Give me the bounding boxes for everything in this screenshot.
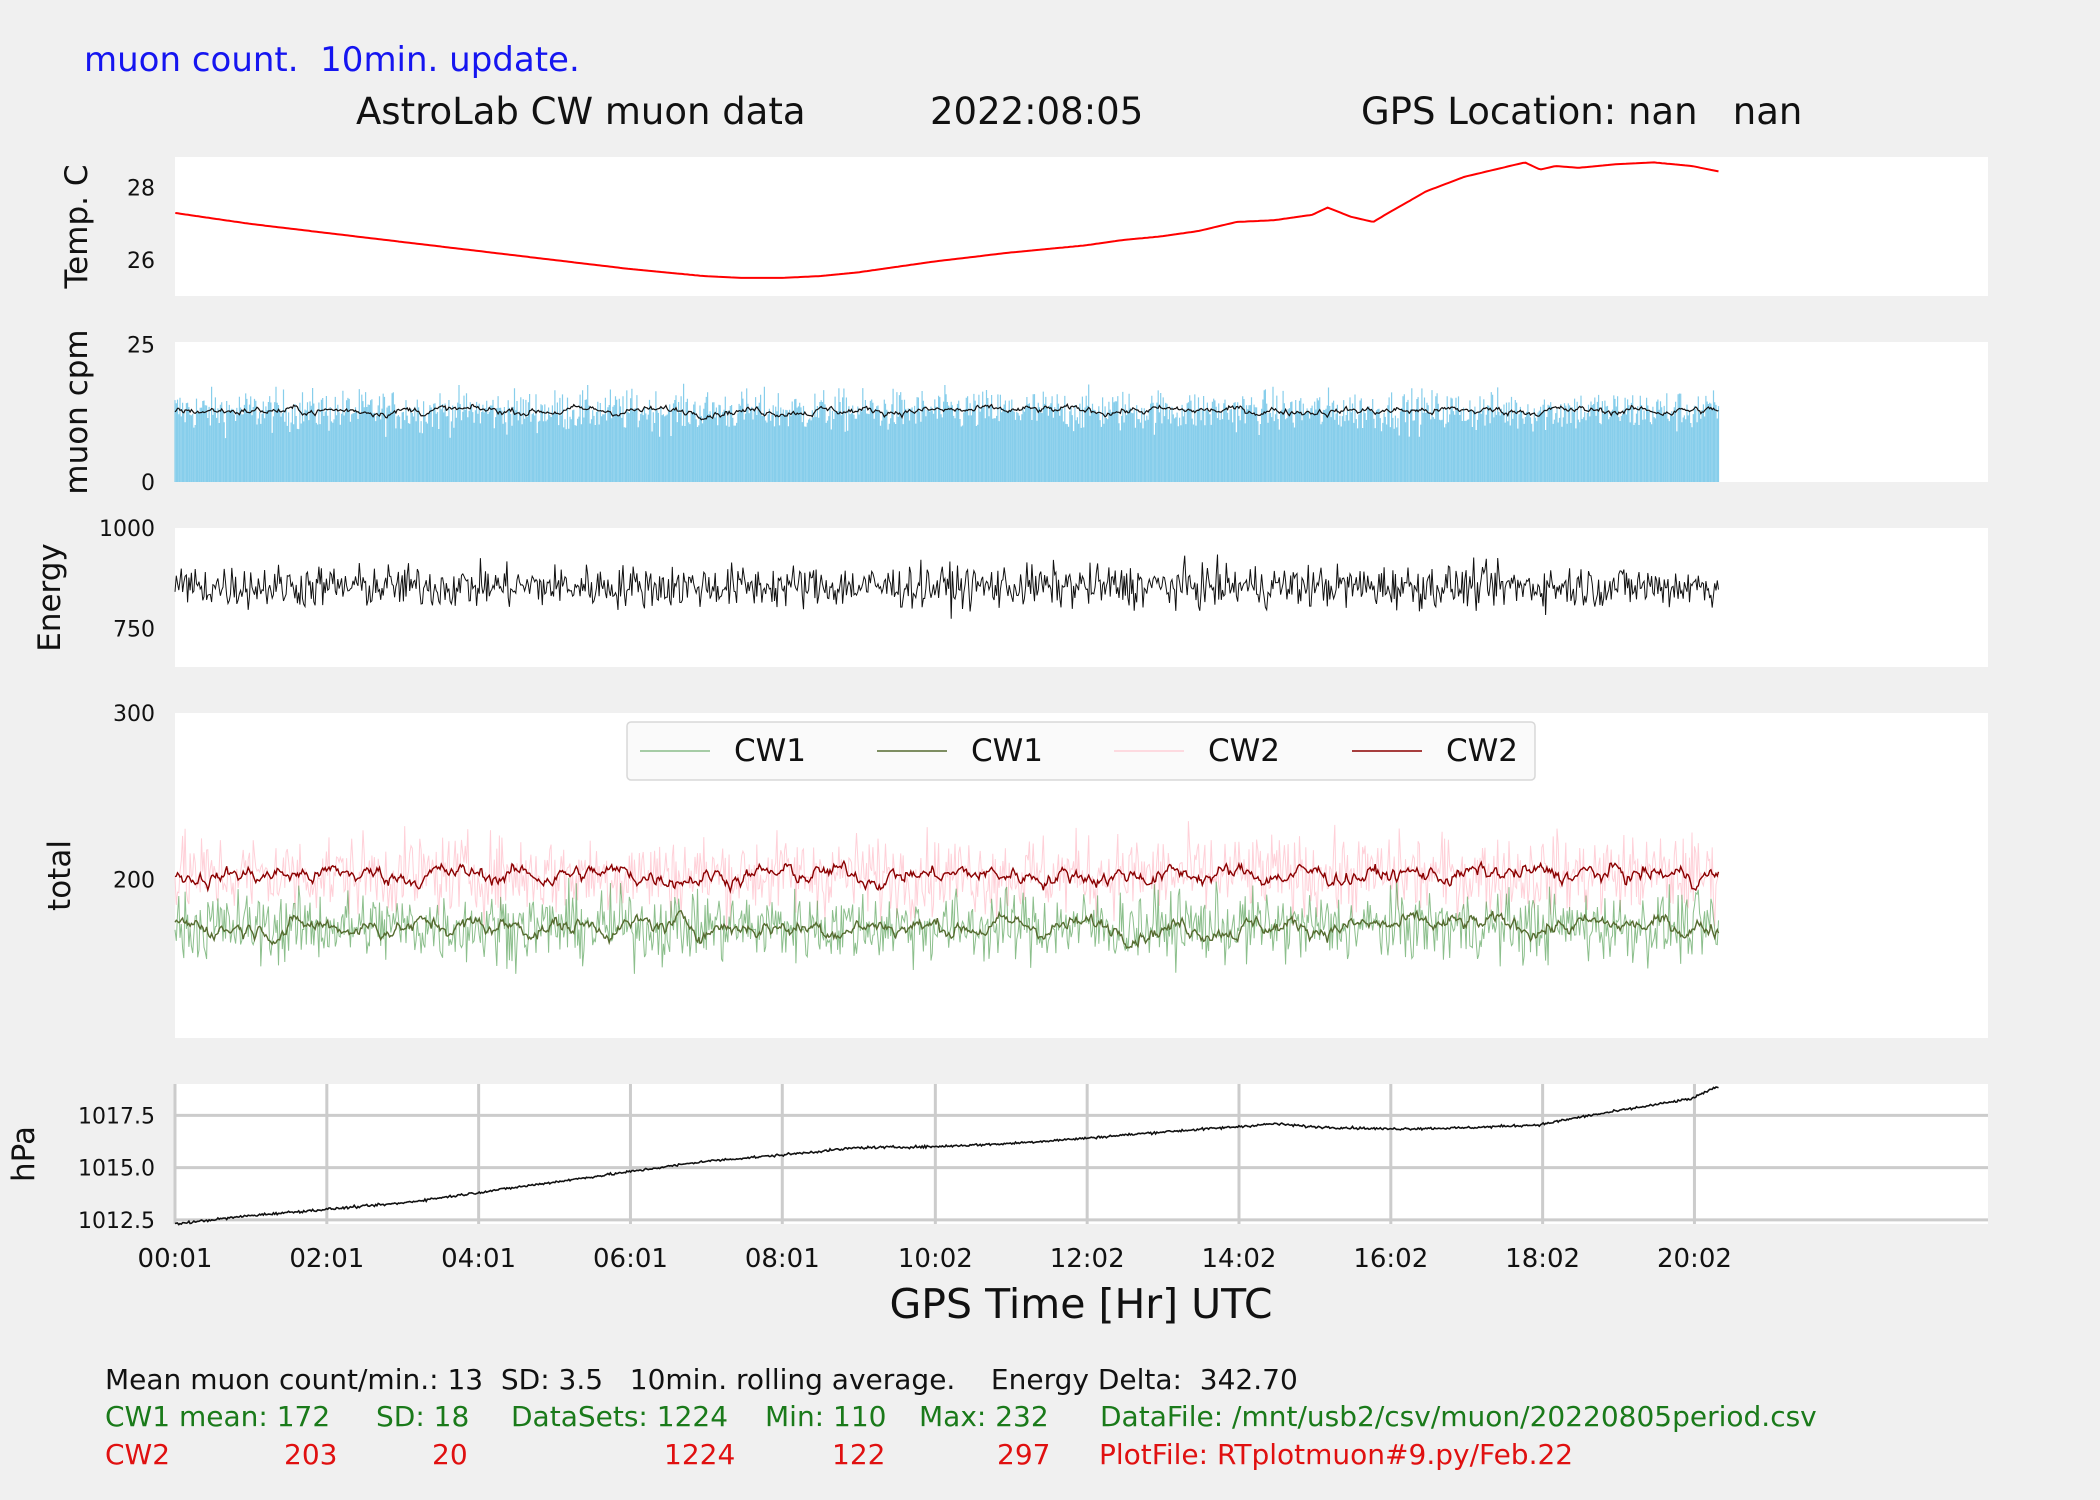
cw1-mean: CW1 mean: 172 (105, 1400, 331, 1433)
pressure-plot-area (175, 1084, 1988, 1224)
x-tick-label: 18:02 (1505, 1244, 1580, 1274)
x-tick-label: 16:02 (1353, 1244, 1428, 1274)
total-y-axis-label: total (42, 840, 78, 911)
chart-title: AstroLab CW muon data (356, 90, 806, 133)
muon-y-axis-label: muon cpm (59, 329, 95, 494)
subtitle: muon count. 10min. update. (84, 40, 580, 80)
total-series-cw1-avg (174, 909, 1720, 950)
x-tick-label: 20:02 (1657, 1244, 1732, 1274)
cw1-max: Max: 232 (919, 1400, 1049, 1433)
legend-label-cw1: CW1 (734, 733, 806, 769)
temp-y-axis-label: Temp. C (59, 165, 95, 290)
total-legend: CW1 CW1 CW2 CW2 (626, 721, 1536, 781)
x-tick-label: 06:01 (593, 1244, 668, 1274)
x-tick-label: 10:02 (898, 1244, 973, 1274)
pressure-ytick-label: 1012.5 (78, 1209, 155, 1234)
total-ytick-label: 300 (113, 702, 155, 727)
muon-ytick-label: 25 (127, 334, 155, 359)
energy-series-line (174, 554, 1719, 619)
cw2-label: CW2 (105, 1438, 171, 1471)
x-tick-label: 04:01 (441, 1244, 516, 1274)
x-tick-label: 12:02 (1050, 1244, 1125, 1274)
x-tick-label: 14:02 (1202, 1244, 1277, 1274)
cw1-datasets: DataSets: 1224 (511, 1400, 729, 1433)
x-axis: 00:01 02:01 04:01 06:01 08:01 10:02 12:02 14:02… (138, 1244, 1732, 1328)
pressure-series-line (174, 1086, 1719, 1226)
panel-total: CW1 CW1 CW2 CW2 200 300 total (42, 702, 1988, 1038)
total-series-cw2-avg (174, 859, 1720, 894)
temp-plot-area (175, 157, 1988, 296)
cw2-plotfile: PlotFile: RTplotmuon#9.py/Feb.22 (1099, 1438, 1574, 1471)
muon-ytick-label: 0 (141, 471, 155, 496)
cw2-min: 122 (832, 1438, 886, 1471)
x-axis-label: GPS Time [Hr] UTC (890, 1280, 1273, 1328)
muon-cpm-bars (174, 383, 1720, 482)
temp-ytick-label: 28 (127, 177, 155, 202)
legend-label-cw1: CW1 (971, 733, 1043, 769)
cw1-min: Min: 110 (765, 1400, 887, 1433)
muon-rolling-average-line (174, 402, 1719, 421)
legend-label-cw2: CW2 (1208, 733, 1280, 769)
x-tick-label: 08:01 (745, 1244, 820, 1274)
temp-ytick-label: 26 (127, 249, 155, 274)
cw2-sd: 20 (432, 1438, 468, 1471)
legend-label-cw2: CW2 (1446, 733, 1518, 769)
pressure-ytick-label: 1015.0 (78, 1157, 155, 1182)
stats-summary: Mean muon count/min.: 13 SD: 3.5 10min. … (105, 1363, 1298, 1396)
pressure-y-axis-label: hPa (6, 1126, 42, 1182)
energy-ytick-label: 1000 (99, 517, 155, 542)
energy-ytick-label: 750 (113, 618, 155, 643)
total-ytick-label: 200 (113, 869, 155, 894)
x-tick-label: 00:01 (138, 1244, 213, 1274)
cw2-max: 297 (997, 1438, 1051, 1471)
title-date: 2022:08:05 (930, 90, 1144, 133)
total-series-cw2-raw (174, 821, 1719, 930)
cw2-datasets: 1224 (664, 1438, 736, 1471)
title-gps-location: GPS Location: nan nan (1361, 90, 1803, 133)
energy-y-axis-label: Energy (32, 543, 68, 652)
cw1-sd: SD: 18 (376, 1400, 470, 1433)
cw1-datafile: DataFile: /mnt/usb2/csv/muon/20220805per… (1100, 1400, 1817, 1433)
legend-box (626, 721, 1536, 781)
pressure-ytick-label: 1017.5 (78, 1104, 155, 1129)
cw2-mean: 203 (284, 1438, 338, 1471)
energy-plot-area (175, 528, 1988, 667)
temp-series-line (175, 161, 1719, 279)
x-tick-label: 02:01 (289, 1244, 364, 1274)
panel-energy: 750 1000 Energy (32, 517, 1988, 667)
panel-temp: 26 28 Temp. C (59, 157, 1988, 296)
panel-muon: 0 25 muon cpm (59, 329, 1988, 496)
panel-pressure: 1012.5 1015.0 1017.5 hPa (6, 1084, 1988, 1234)
